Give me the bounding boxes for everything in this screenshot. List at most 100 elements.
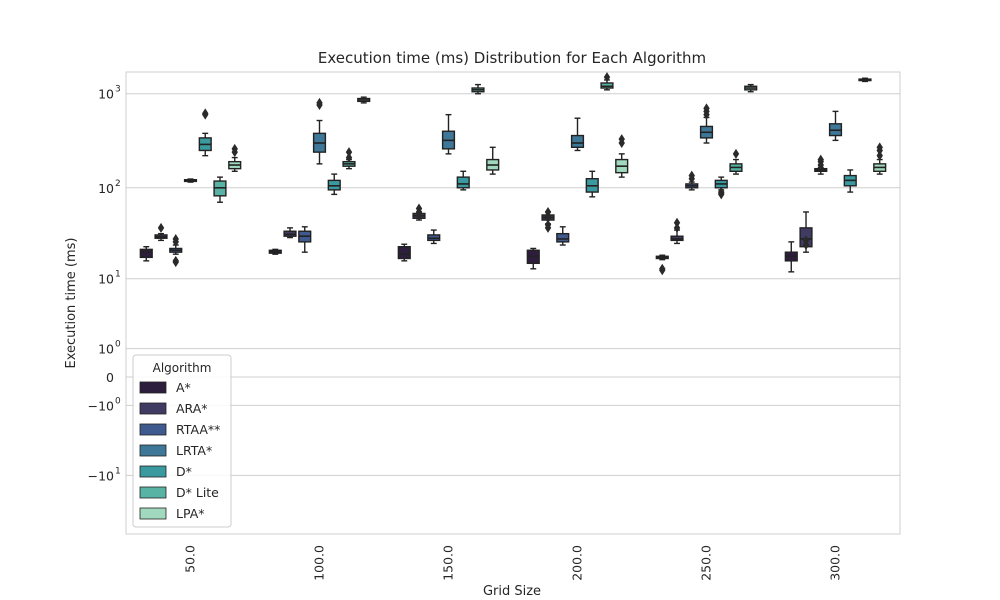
box-d- (327, 173, 341, 196)
y-tick-exponent: 0 (115, 340, 121, 350)
box-d-lite (858, 77, 872, 83)
x-tick-label: 300.0 (828, 545, 843, 581)
box-rtaa- (814, 154, 828, 175)
box-lrta- (183, 178, 198, 183)
box-d- (585, 170, 599, 198)
box-rtaa- (298, 226, 312, 253)
legend-frame (132, 354, 232, 528)
chart-title: Execution time (ms) Distribution for Eac… (318, 49, 706, 67)
box-lpa- (615, 134, 629, 178)
legend-label: LPA* (176, 506, 205, 521)
box-d-lite (342, 147, 356, 170)
box-flier (703, 103, 710, 114)
box-flier (802, 235, 810, 246)
y-tick-exponent: 3 (115, 85, 121, 95)
box-a- (526, 247, 540, 270)
box-flier (732, 148, 740, 159)
box-ara- (799, 211, 813, 253)
box-lrta- (828, 110, 843, 142)
box-ara- (154, 222, 168, 242)
box-flier (202, 108, 209, 119)
legend-label: A* (176, 380, 191, 395)
x-tick-label: 150.0 (441, 545, 456, 581)
legend-swatch (139, 444, 167, 457)
y-tick-label: 0 (106, 370, 114, 385)
box-lrta- (312, 97, 327, 165)
box-a- (784, 241, 798, 273)
plot-frame (125, 71, 901, 535)
y-tick-exponent: 0 (115, 396, 121, 406)
box-flier (544, 206, 552, 217)
x-tick-label: 250.0 (699, 545, 714, 581)
box-flier (345, 147, 353, 158)
legend-label: ARA* (176, 401, 208, 416)
box-flier (718, 187, 725, 198)
box-lpa- (873, 142, 887, 175)
legend-label: D* Lite (176, 485, 219, 500)
x-tick-label: 200.0 (570, 545, 585, 581)
box-a- (397, 243, 411, 262)
legend-swatch (139, 402, 167, 415)
box-flier (157, 222, 165, 233)
y-tick-label: 10 (98, 342, 114, 357)
y-tick-exponent: 1 (115, 270, 121, 280)
legend-swatch (139, 465, 167, 478)
box-lrta- (570, 117, 585, 152)
box-ara- (670, 217, 684, 245)
box-lrta- (699, 103, 714, 144)
box-flier (345, 152, 353, 163)
legend: Algorithm A* ARA* RTAA** LRTA* D* D* Lite LPA* (132, 354, 232, 528)
y-tick-label: −10 (88, 398, 114, 413)
box-flier (618, 134, 625, 145)
legend-swatch (139, 381, 167, 394)
box-body (570, 134, 585, 149)
y-tick-label: 10 (98, 272, 114, 287)
box-flier (544, 213, 552, 224)
box-rtaa- (169, 233, 183, 268)
gridlines (126, 93, 900, 476)
box-flier (172, 233, 179, 244)
box-flier (231, 143, 238, 154)
box-flier (316, 97, 323, 108)
box-body (139, 248, 153, 259)
y-tick-exponent: 1 (115, 466, 121, 476)
box-ara- (541, 206, 555, 233)
legend-swatch (139, 423, 167, 436)
box-flier (544, 219, 552, 230)
box-lpa- (357, 96, 371, 104)
y-tick-exponent: 2 (115, 179, 121, 189)
x-tick-label: 50.0 (183, 545, 198, 573)
box-rtaa- (556, 226, 570, 246)
box-d- (843, 169, 857, 193)
legend-swatch (139, 486, 167, 499)
box-flier (415, 210, 423, 221)
box-d-lite (729, 148, 743, 175)
box-flier (876, 142, 883, 153)
x-axis-ticks: 50.0 100.0 150.0 200.0 250.0 300.0 (183, 545, 843, 581)
box-d- (456, 170, 470, 191)
box-flier (876, 150, 883, 161)
box-ara- (283, 227, 297, 239)
y-tick-label: 10 (98, 181, 114, 196)
box-a- (139, 246, 153, 262)
box-lrta- (441, 113, 456, 155)
box-lpa- (744, 83, 758, 93)
legend-items: A* ARA* RTAA** LRTA* D* D* Lite LPA* (139, 380, 220, 521)
box-flier (673, 217, 681, 228)
box-d- (198, 108, 212, 157)
y-axis-label: Execution time (ms) (64, 237, 79, 368)
box-body (556, 232, 570, 243)
box-flier (659, 263, 666, 274)
box-d-lite (471, 83, 485, 95)
box-rtaa- (685, 170, 699, 191)
x-tick-label: 100.0 (312, 545, 327, 581)
box-rtaa- (427, 229, 441, 245)
box-plots (139, 72, 887, 276)
box-d- (714, 176, 728, 200)
box-body (397, 246, 411, 260)
box-ara- (412, 203, 426, 221)
y-tick-label: 10 (98, 87, 114, 102)
legend-swatch (139, 507, 167, 520)
box-a- (268, 248, 282, 255)
